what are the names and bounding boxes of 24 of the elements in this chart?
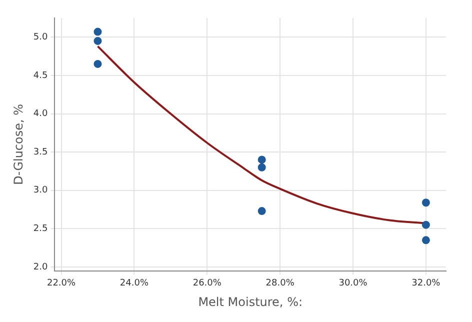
x-axis-title: Melt Moisture, %: <box>198 294 303 309</box>
x-tick-label: 24.0% <box>120 278 149 289</box>
y-axis-title: D-Glucose, % <box>11 104 26 185</box>
x-tick-label: 22.0% <box>46 278 76 289</box>
x-tick-label: 30.0% <box>338 278 368 289</box>
point <box>422 220 430 229</box>
point <box>258 156 266 164</box>
point <box>422 236 430 244</box>
point <box>258 207 266 216</box>
x-tick-label: 32.0% <box>412 278 441 289</box>
x-tick-label: 26.0% <box>192 278 222 289</box>
y-tick-label: 3.0 <box>33 186 48 196</box>
x-tick-label: 28.0% <box>266 278 295 289</box>
y-tick-label: 4.5 <box>33 70 48 81</box>
point <box>94 60 102 68</box>
point <box>422 198 430 207</box>
y-tick-label: 5.0 <box>33 32 48 42</box>
y-tick-label: 3.5 <box>33 147 48 158</box>
point <box>94 28 102 36</box>
point <box>258 163 266 172</box>
y-tick-label: 2.5 <box>33 224 48 234</box>
y-tick-label: 4.0 <box>33 109 48 120</box>
point <box>94 36 102 45</box>
y-tick-label: 2.0 <box>33 262 48 272</box>
